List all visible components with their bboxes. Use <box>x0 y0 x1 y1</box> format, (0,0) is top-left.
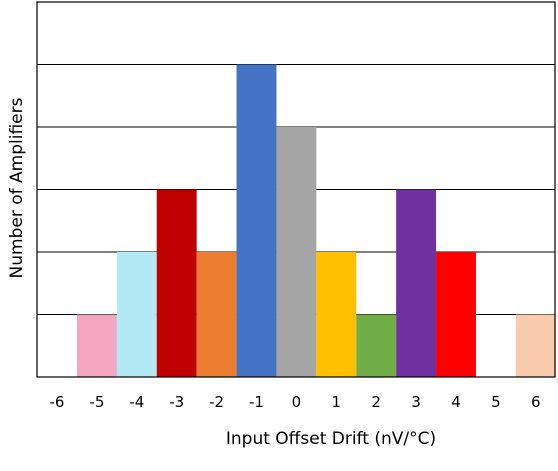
bar <box>156 189 197 377</box>
x-tick-label: -6 <box>50 393 65 411</box>
bar <box>316 252 357 377</box>
bar <box>116 252 157 377</box>
x-tick-label: 5 <box>491 393 501 411</box>
x-tick-label: 3 <box>411 393 421 411</box>
bar <box>276 127 317 377</box>
x-tick-label: 4 <box>451 393 461 411</box>
x-tick-label: 2 <box>371 393 381 411</box>
y-axis-label: Number of Amplifiers <box>7 97 27 278</box>
x-tick-label: -1 <box>249 393 264 411</box>
x-tick-label: -3 <box>169 393 184 411</box>
x-tick-label: 6 <box>531 393 541 411</box>
bars <box>76 64 556 377</box>
x-tick-label: 0 <box>292 393 302 411</box>
bar <box>76 314 117 377</box>
x-tick-labels: -6 -5 -4 -3 -2 -1 0 1 2 3 4 5 6 <box>50 393 541 411</box>
bar <box>196 252 237 377</box>
bar <box>515 314 556 377</box>
x-tick-label: 1 <box>332 393 342 411</box>
x-tick-label: -4 <box>129 393 144 411</box>
x-tick-label: -5 <box>89 393 104 411</box>
bar <box>356 314 397 377</box>
x-tick-label: -2 <box>209 393 224 411</box>
bar <box>436 252 476 377</box>
plot-frame <box>36 1 556 378</box>
bar <box>236 64 277 377</box>
bar <box>396 189 437 377</box>
x-axis-label: Input Offset Drift (nV/°C) <box>226 429 436 449</box>
